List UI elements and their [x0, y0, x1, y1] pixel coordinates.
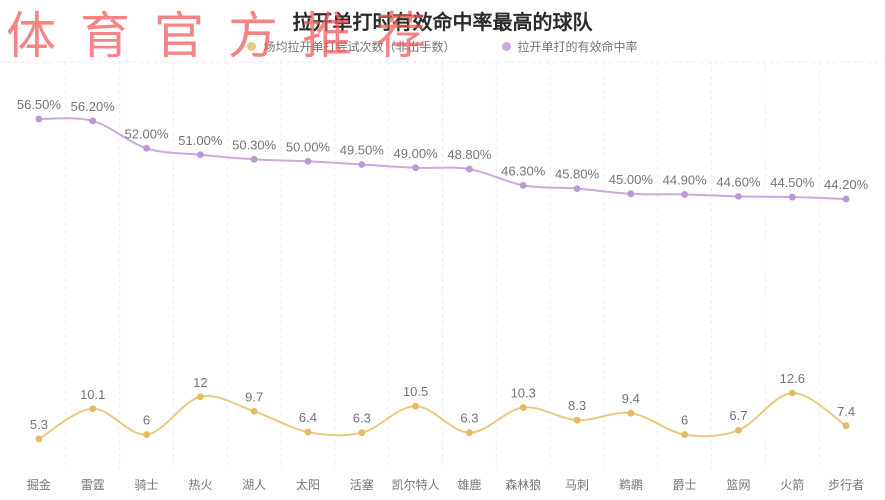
- data-point-label: 49.50%: [340, 143, 385, 158]
- x-axis-label: 热火: [188, 478, 212, 492]
- data-point-marker: [250, 155, 258, 163]
- data-point-marker: [304, 428, 312, 436]
- data-point-label: 46.30%: [501, 163, 546, 178]
- data-point-marker: [466, 165, 473, 173]
- data-point-label: 10.1: [80, 387, 105, 402]
- data-point-marker: [196, 393, 204, 401]
- data-point-label: 9.4: [622, 391, 640, 406]
- data-point-label: 50.30%: [232, 137, 277, 152]
- data-point-label: 44.20%: [824, 177, 869, 192]
- data-point-marker: [358, 161, 366, 168]
- data-point-marker: [519, 404, 527, 411]
- data-point-label: 45.80%: [555, 167, 600, 182]
- data-point-marker: [89, 405, 97, 413]
- data-point-marker: [519, 181, 527, 189]
- x-axis-label: 骑士: [135, 478, 159, 492]
- data-point-label: 6.3: [460, 411, 478, 426]
- series-line-1: [38, 117, 847, 200]
- data-point-marker: [573, 185, 581, 192]
- data-point-label: 12: [193, 375, 207, 390]
- data-point-label: 56.50%: [17, 97, 62, 112]
- x-axis-label: 雷霆: [81, 478, 105, 492]
- data-point-label: 48.80%: [447, 147, 492, 162]
- data-point-label: 6.4: [299, 410, 317, 425]
- data-point-marker: [250, 407, 258, 415]
- data-point-label: 50.00%: [286, 139, 331, 154]
- chart-title: 拉开单打时有效命中率最高的球队: [292, 12, 593, 34]
- data-point-marker: [735, 426, 742, 434]
- data-point-label: 45.00%: [609, 172, 654, 187]
- x-axis-label: 马刺: [565, 478, 589, 492]
- data-point-marker: [842, 422, 850, 430]
- data-point-label: 5.3: [30, 417, 48, 432]
- x-axis-label: 爵士: [673, 478, 697, 492]
- data-point-marker: [412, 164, 419, 172]
- legend-dot-efg-icon: [501, 42, 511, 51]
- x-axis-label: 篮网: [726, 477, 750, 492]
- data-point-label: 44.50%: [770, 175, 815, 190]
- x-axis-label: 太阳: [296, 477, 320, 492]
- series-line-0: [38, 391, 847, 440]
- data-point-label: 6.7: [729, 408, 747, 423]
- x-axis-label: 步行者: [828, 478, 864, 492]
- data-point-label: 6: [143, 413, 150, 428]
- data-point-label: 10.5: [403, 384, 428, 399]
- data-point-label: 6: [681, 413, 688, 428]
- data-point-marker: [358, 429, 366, 437]
- data-point-label: 49.00%: [394, 146, 439, 161]
- data-point-label: 44.90%: [663, 172, 708, 187]
- data-point-label: 12.6: [780, 371, 805, 386]
- data-point-marker: [89, 117, 97, 125]
- data-point-label: 6.3: [353, 411, 371, 426]
- legend-item-efg[interactable]: 拉开单打的有效命中率: [501, 38, 638, 55]
- data-point-marker: [304, 157, 312, 165]
- x-axis-label: 掘金: [27, 477, 51, 492]
- x-axis-label: 湖人: [242, 477, 266, 492]
- data-point-label: 44.60%: [716, 174, 761, 189]
- data-point-label: 51.00%: [178, 133, 223, 148]
- data-point-marker: [842, 195, 850, 203]
- x-axis-label: 凯尔特人: [392, 477, 440, 492]
- data-point-label: 52.00%: [124, 126, 169, 141]
- data-point-label: 9.7: [245, 389, 263, 404]
- data-point-label: 10.3: [511, 385, 536, 400]
- data-point-marker: [627, 190, 635, 198]
- data-point-marker: [35, 435, 43, 443]
- data-point-marker: [573, 416, 581, 424]
- data-point-marker: [466, 429, 473, 437]
- x-axis-label: 森林狼: [505, 477, 541, 492]
- data-point-marker: [412, 402, 419, 410]
- x-axis-label: 鹈鹕: [619, 477, 643, 492]
- x-axis-label: 雄鹿: [457, 477, 481, 492]
- x-axis-label: 活塞: [350, 477, 374, 492]
- data-point-label: 8.3: [568, 398, 586, 413]
- legend-label-attempts: 场均拉开单打尝试次数（非出手数）: [263, 40, 456, 54]
- data-point-marker: [735, 192, 742, 200]
- x-axis-label: 火箭: [780, 477, 804, 492]
- data-point-marker: [143, 144, 150, 152]
- data-point-marker: [35, 115, 43, 123]
- chart-legend: 场均拉开单打尝试次数（非出手数） 拉开单打的有效命中率: [0, 38, 885, 55]
- legend-item-attempts[interactable]: 场均拉开单打尝试次数（非出手数）: [247, 38, 456, 55]
- data-point-marker: [143, 431, 150, 438]
- data-point-label: 7.4: [837, 404, 855, 419]
- data-point-marker: [627, 409, 635, 417]
- legend-label-efg: 拉开单打的有效命中率: [517, 40, 638, 54]
- legend-dot-attempts-icon: [247, 42, 257, 51]
- data-point-marker: [788, 193, 796, 201]
- data-point-marker: [196, 151, 204, 159]
- data-point-label: 56.20%: [71, 99, 116, 114]
- data-point-marker: [788, 389, 796, 397]
- data-point-marker: [681, 191, 689, 198]
- data-point-marker: [681, 431, 689, 438]
